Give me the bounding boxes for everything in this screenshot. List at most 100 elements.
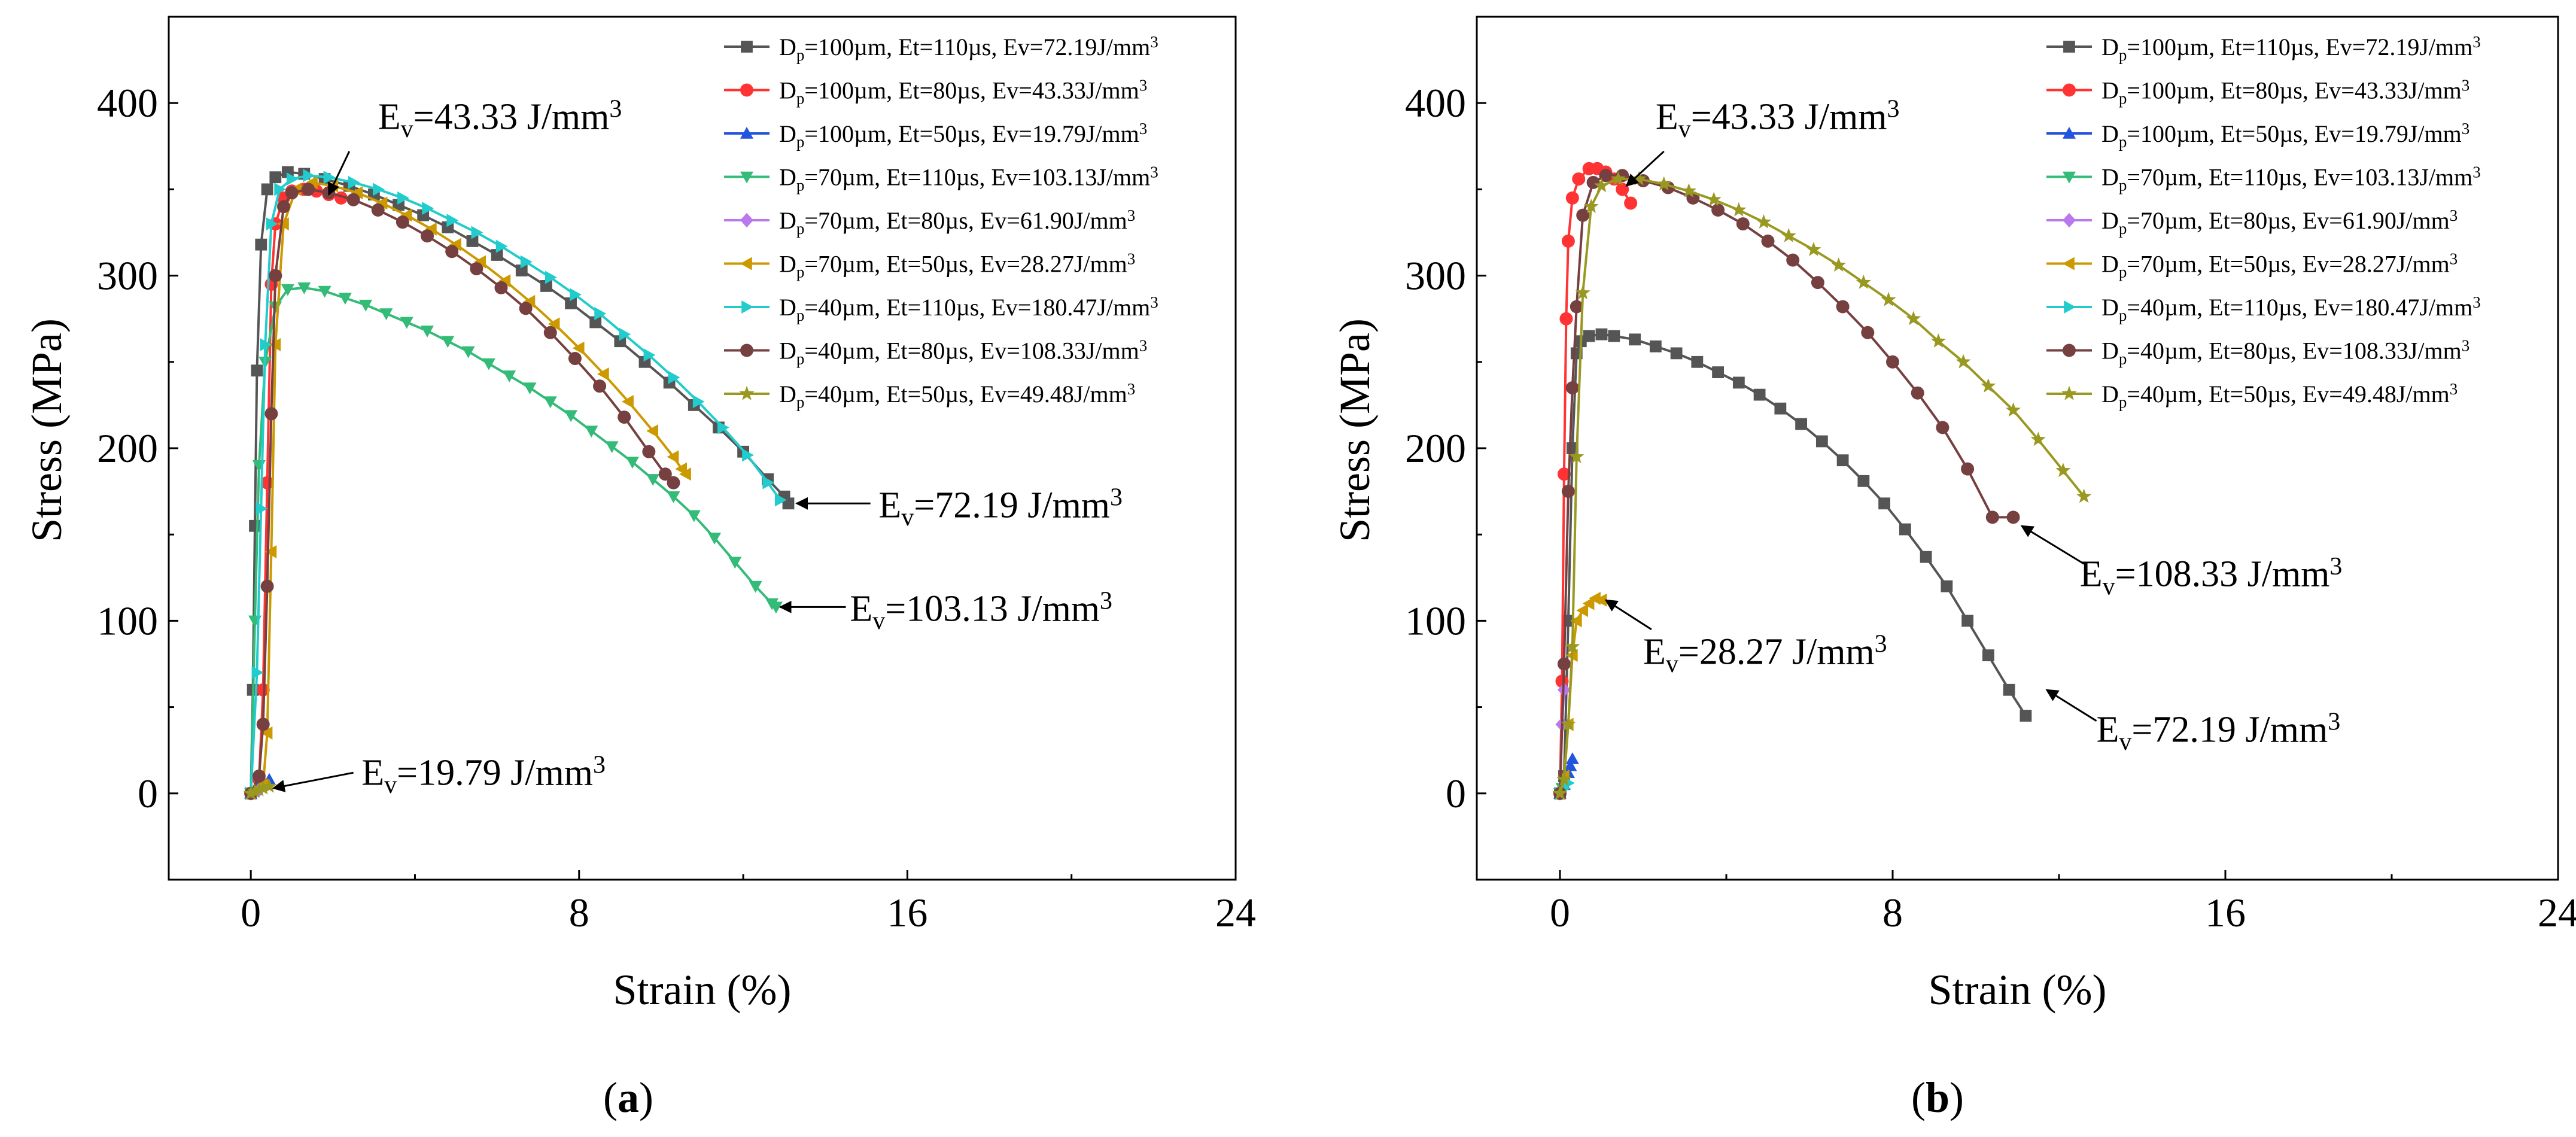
data-point <box>1836 300 1850 314</box>
legend: Dp=100µm, Et=110µs, Ev=72.19J/mm3 Dp=100µ… <box>2046 33 2481 411</box>
data-point <box>466 235 479 247</box>
y-axis-label: Stress (MPa) <box>23 318 71 542</box>
series-9 <box>243 779 277 800</box>
data-point <box>461 346 475 358</box>
data-point <box>762 476 775 490</box>
legend-entry: Dp=70µm, Et=110µs, Ev=103.13J/mm3 <box>2101 163 2481 194</box>
y-tick-label: 100 <box>1405 598 1466 643</box>
legend-marker <box>741 300 753 314</box>
data-point <box>543 396 557 409</box>
data-point <box>1552 785 1568 800</box>
data-point <box>1881 291 1896 306</box>
data-point <box>494 281 508 294</box>
data-point <box>1857 475 1870 487</box>
data-point <box>260 726 273 740</box>
data-point <box>372 183 385 196</box>
data-point <box>643 348 656 362</box>
data-point <box>449 238 461 251</box>
data-point <box>1595 328 1608 341</box>
data-point <box>445 245 459 259</box>
legend-entry: Dp=70µm, Et=50µs, Ev=28.27J/mm3 <box>2101 250 2458 281</box>
data-point <box>1736 217 1750 231</box>
data-point <box>256 718 270 731</box>
data-point <box>548 317 560 331</box>
data-point <box>1565 381 1579 395</box>
legend-entry: Dp=100µm, Et=50µs, Ev=19.79J/mm3 <box>2101 120 2469 151</box>
data-point <box>260 338 272 351</box>
legend-entry: Dp=100µm, Et=110µs, Ev=72.19J/mm3 <box>779 33 1158 64</box>
data-point <box>1586 175 1600 189</box>
legend-entry: Dp=70µm, Et=110µs, Ev=103.13J/mm3 <box>779 163 1158 194</box>
data-point <box>256 501 268 515</box>
data-point <box>338 293 352 305</box>
annotation-label: Ev=72.19 J/mm3 <box>878 484 1123 531</box>
data-point <box>1815 435 1828 448</box>
data-point <box>642 445 656 458</box>
data-point <box>281 284 294 296</box>
data-point <box>1878 497 1890 510</box>
data-point <box>396 215 409 229</box>
data-point <box>441 336 455 348</box>
y-tick-label: 200 <box>1405 425 1466 471</box>
data-point <box>1670 347 1683 360</box>
data-point <box>1656 176 1672 191</box>
data-point <box>1856 274 1871 289</box>
data-point <box>470 262 483 276</box>
data-point <box>261 779 277 793</box>
annotation-arrow <box>272 771 354 792</box>
data-point <box>277 217 289 231</box>
data-point <box>1583 199 1599 213</box>
legend-marker <box>2063 257 2075 270</box>
data-point <box>515 265 528 276</box>
legend-marker <box>2063 212 2076 228</box>
annotation-4: Ev=72.19 J/mm3 <box>2045 689 2340 756</box>
data-point <box>1955 354 1971 369</box>
data-point <box>261 183 273 196</box>
data-point <box>1836 454 1849 467</box>
data-point <box>742 448 754 462</box>
annotation-arrow <box>1625 150 1665 187</box>
panel-label-b: (b) <box>1911 1074 1964 1121</box>
data-point <box>1906 311 1921 326</box>
data-point <box>1811 276 1824 290</box>
x-tick-label: 8 <box>569 890 589 935</box>
data-point <box>1911 386 1924 400</box>
annotation-1: Ev=43.33 J/mm3 <box>1625 96 1900 187</box>
data-point <box>400 317 413 329</box>
data-point <box>597 367 609 381</box>
data-point <box>520 255 533 269</box>
annotation-label: Ev=108.33 J/mm3 <box>2080 553 2343 600</box>
x-tick-label: 24 <box>1215 890 1256 935</box>
data-point <box>1732 376 1745 389</box>
data-point <box>375 196 388 210</box>
data-point <box>749 580 762 593</box>
data-point <box>302 183 315 196</box>
annotation-2: Ev=72.19 J/mm3 <box>795 484 1123 531</box>
legend-marker <box>740 127 753 139</box>
data-point <box>498 274 511 288</box>
data-point <box>471 226 483 239</box>
data-point <box>1861 326 1875 339</box>
series-1 <box>1554 328 2032 799</box>
legend-entry: Dp=100µm, Et=50µs, Ev=19.79J/mm3 <box>779 120 1147 151</box>
annotation-label: Ev=43.33 J/mm3 <box>378 96 622 143</box>
data-point <box>1599 169 1613 183</box>
y-tick-label: 0 <box>1446 771 1466 816</box>
data-point <box>519 302 533 315</box>
data-point <box>1756 214 1772 229</box>
legend-entry: Dp=100µm, Et=110µs, Ev=72.19J/mm3 <box>2101 33 2481 64</box>
annotation-arrow <box>1604 599 1652 631</box>
data-point <box>667 450 679 464</box>
data-point <box>2006 510 2020 524</box>
legend-marker <box>740 171 753 184</box>
data-point <box>545 270 557 284</box>
y-tick-label: 0 <box>138 771 158 816</box>
data-point <box>247 783 263 798</box>
series-4 <box>244 282 783 800</box>
data-point <box>495 239 508 253</box>
data-point <box>1985 510 1999 524</box>
data-point <box>306 175 318 189</box>
y-tick-label: 400 <box>1405 80 1466 126</box>
data-point <box>1753 388 1766 401</box>
data-point <box>2020 710 2032 722</box>
